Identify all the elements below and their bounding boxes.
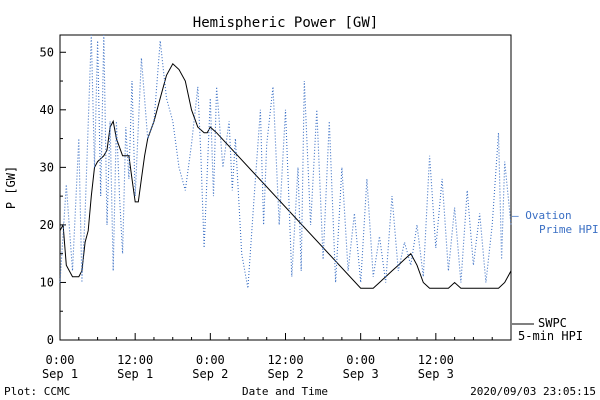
x-tick-date: Sep 2 xyxy=(192,367,228,381)
x-tick-time: 0:00 xyxy=(196,353,225,367)
x-tick-date: Sep 1 xyxy=(117,367,153,381)
x-tick-date: Sep 1 xyxy=(42,367,78,381)
x-tick-date: Sep 3 xyxy=(343,367,379,381)
legend-swpc-line1: SWPC xyxy=(538,316,567,330)
x-tick-time: 12:00 xyxy=(267,353,303,367)
legend-ovation-line2: Prime HPI xyxy=(539,223,599,236)
series-swpc xyxy=(59,62,512,289)
y-tick-label: 30 xyxy=(40,160,54,174)
y-tick-label: 40 xyxy=(40,103,54,117)
x-tick-time: 0:00 xyxy=(346,353,375,367)
series-line xyxy=(59,62,512,289)
y-tick-label: 50 xyxy=(40,45,54,59)
x-tick-date: Sep 2 xyxy=(267,367,303,381)
plot-credit: Plot: CCMC xyxy=(4,385,70,398)
series-layer xyxy=(59,34,512,289)
x-axis-label: Date and Time xyxy=(242,385,328,398)
x-tick-time: 12:00 xyxy=(418,353,454,367)
series-line xyxy=(59,34,512,289)
plot-frame xyxy=(59,34,512,341)
legend-swpc-line2: 5-min HPI xyxy=(518,329,583,343)
x-tick-time: 12:00 xyxy=(117,353,153,367)
y-tick-label: 20 xyxy=(40,218,54,232)
y-tick-label: 0 xyxy=(47,333,54,347)
y-axis-label: P [GW] xyxy=(4,166,18,209)
y-axis: 0 10 20 30 40 50 xyxy=(40,45,66,347)
y-tick-label: 10 xyxy=(40,275,54,289)
chart-title: Hemispheric Power [GW] xyxy=(193,15,378,31)
x-tick-date: Sep 3 xyxy=(418,367,454,381)
legend-ovation-line1: — Ovation xyxy=(512,209,572,222)
plot-timestamp: 2020/09/03 23:05:15 xyxy=(470,385,596,398)
x-tick-time: 0:00 xyxy=(46,353,75,367)
series-ovation-prime xyxy=(59,34,512,289)
